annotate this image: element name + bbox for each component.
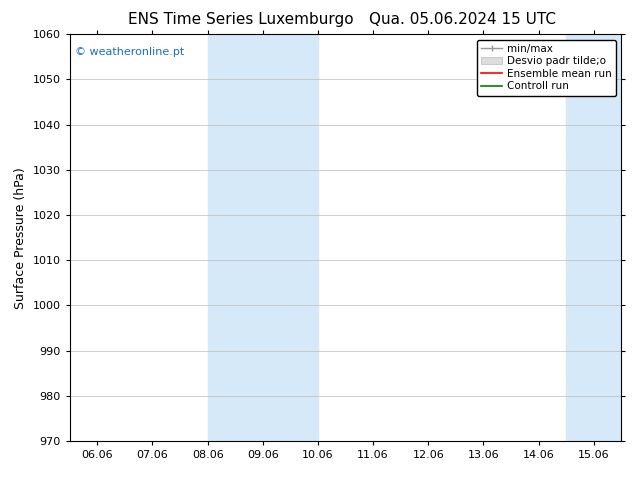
- Y-axis label: Surface Pressure (hPa): Surface Pressure (hPa): [14, 167, 27, 309]
- Bar: [566, 34, 593, 441]
- Text: ENS Time Series Luxemburgo: ENS Time Series Luxemburgo: [128, 12, 354, 27]
- Legend: min/max, Desvio padr tilde;o, Ensemble mean run, Controll run: min/max, Desvio padr tilde;o, Ensemble m…: [477, 40, 616, 96]
- Bar: [207, 34, 262, 441]
- Text: © weatheronline.pt: © weatheronline.pt: [75, 47, 184, 56]
- Bar: [262, 34, 318, 441]
- Bar: [593, 34, 621, 441]
- Text: Qua. 05.06.2024 15 UTC: Qua. 05.06.2024 15 UTC: [370, 12, 556, 27]
